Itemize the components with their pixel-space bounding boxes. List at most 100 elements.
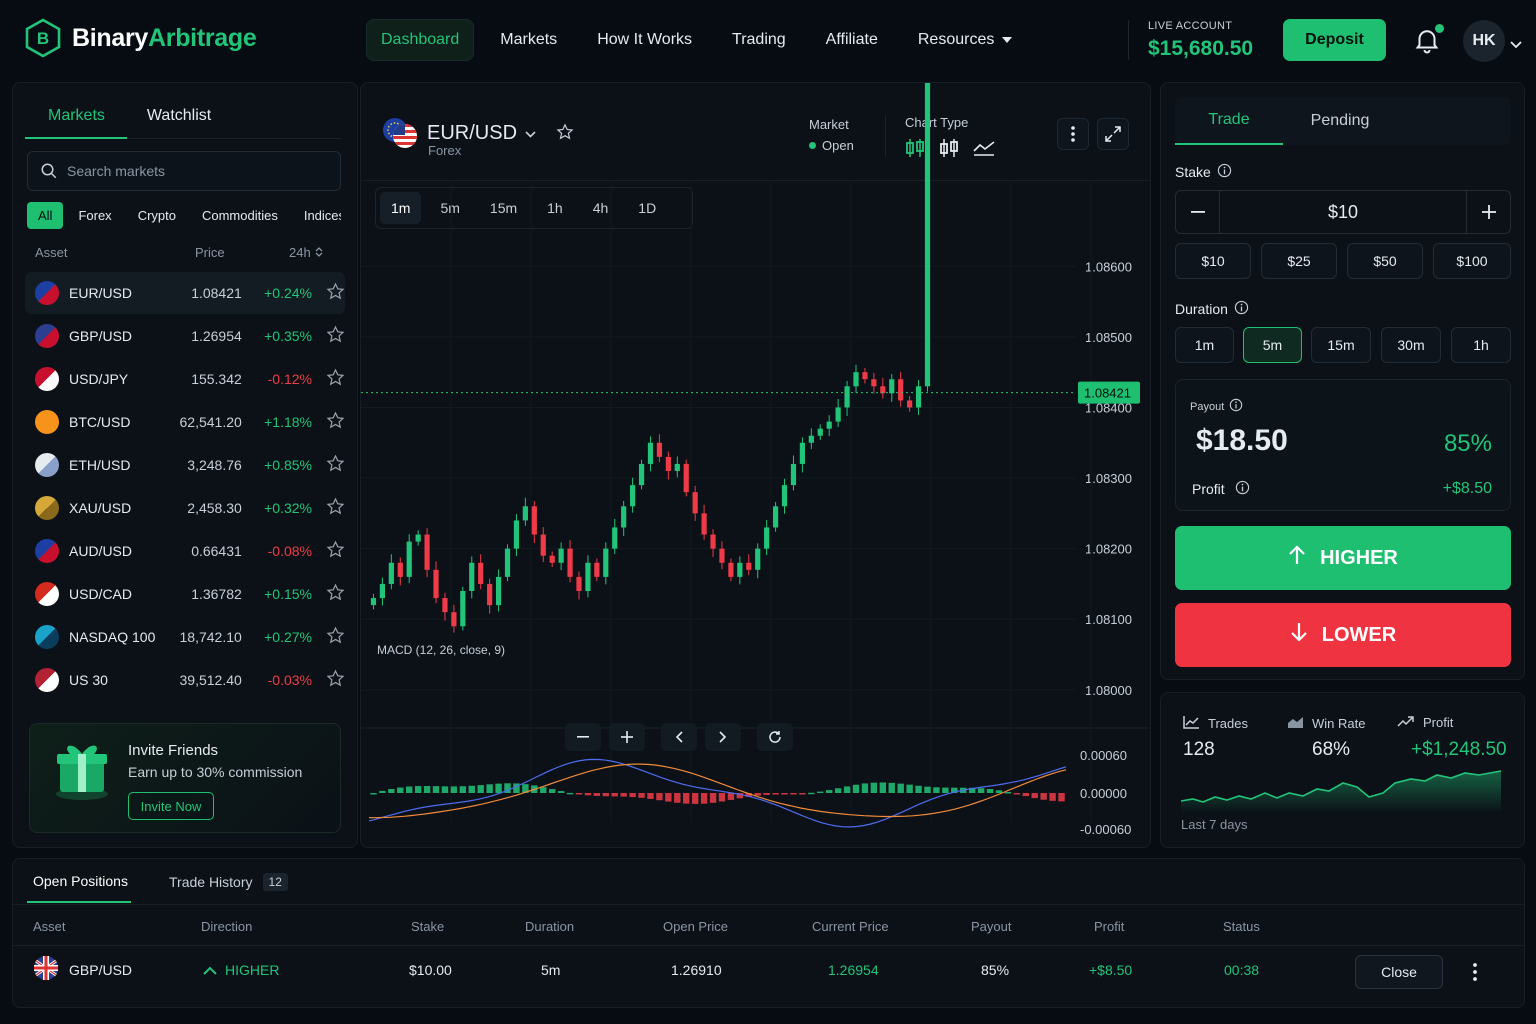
info-icon[interactable]: [1229, 398, 1243, 415]
arrow-down-icon: [1290, 622, 1308, 648]
market-row[interactable]: USD/JPY 155.342 -0.12%: [25, 358, 345, 400]
info-icon[interactable]: [1217, 163, 1232, 181]
th-direction: Direction: [201, 919, 253, 934]
stake-preset-100[interactable]: $100: [1433, 243, 1511, 279]
candle-body: [656, 442, 663, 457]
duration-15m[interactable]: 15m: [1311, 327, 1371, 363]
candle-body: [647, 442, 654, 464]
market-row[interactable]: NASDAQ 100 18,742.10 +0.27%: [25, 616, 345, 658]
market-change: +0.27%: [264, 629, 312, 645]
tab-open-positions[interactable]: Open Positions: [33, 873, 128, 889]
more-options-icon[interactable]: [1057, 118, 1089, 150]
filter-indices[interactable]: Indices: [303, 208, 341, 223]
scroll-right-icon[interactable]: [705, 723, 741, 751]
market-filters: All Forex Crypto Commodities Indices: [27, 202, 341, 229]
info-icon[interactable]: [1235, 480, 1250, 498]
star-icon[interactable]: [326, 454, 345, 476]
col-24h[interactable]: 24h: [289, 245, 323, 260]
stake-preset-10[interactable]: $10: [1175, 243, 1251, 279]
bar-chart-type-icon[interactable]: [939, 137, 959, 162]
market-row[interactable]: ETH/USD 3,248.76 +0.85%: [25, 444, 345, 486]
tab-trade-history[interactable]: Trade History 12: [169, 873, 288, 891]
tab-pending[interactable]: Pending: [1310, 112, 1370, 129]
tf-1h[interactable]: 1h: [547, 200, 563, 216]
market-row[interactable]: EUR/USD 1.08421 +0.24%: [25, 272, 345, 314]
macd-histogram-bar: [915, 785, 922, 793]
more-options-icon[interactable]: [1473, 963, 1477, 984]
duration-1h[interactable]: 1h: [1451, 327, 1511, 363]
tf-1m[interactable]: 1m: [380, 192, 422, 224]
nav-how-it-works[interactable]: How It Works: [597, 31, 693, 48]
zoom-in-icon[interactable]: [609, 723, 645, 751]
candle-body: [907, 400, 913, 408]
user-avatar[interactable]: HK: [1463, 20, 1505, 62]
stake-preset-50[interactable]: $50: [1347, 243, 1423, 279]
macd-histogram-bar: [656, 793, 663, 801]
deposit-button[interactable]: Deposit: [1283, 19, 1386, 61]
macd-histogram-bar: [1013, 793, 1021, 795]
fullscreen-icon[interactable]: [1097, 118, 1129, 150]
lower-button[interactable]: LOWER: [1175, 603, 1511, 667]
duration-30m[interactable]: 30m: [1381, 327, 1441, 363]
filter-commodities[interactable]: Commodities: [201, 208, 278, 223]
candlestick-icon[interactable]: [905, 137, 925, 162]
price-chart[interactable]: 1.08600 1.08500 1.08400 1.08300 1.08200 1.081…: [361, 83, 1150, 847]
tab-watchlist[interactable]: Watchlist: [146, 107, 212, 124]
higher-button[interactable]: HIGHER: [1175, 526, 1511, 590]
star-icon[interactable]: [326, 583, 345, 605]
market-row[interactable]: AUD/USD 0.66431 -0.08%: [25, 530, 345, 572]
star-icon[interactable]: [556, 122, 574, 144]
star-icon[interactable]: [326, 669, 345, 691]
tf-1d[interactable]: 1D: [638, 200, 657, 216]
star-icon[interactable]: [326, 626, 345, 648]
payout-amount: $18.50: [1196, 424, 1288, 457]
duration-5m[interactable]: 5m: [1243, 327, 1302, 363]
tab-markets[interactable]: Markets: [48, 107, 105, 124]
line-chart-icon[interactable]: [973, 139, 995, 160]
nav-trading[interactable]: Trading: [732, 31, 786, 48]
divider: [13, 904, 1524, 905]
star-icon[interactable]: [326, 497, 345, 519]
stake-preset-25[interactable]: $25: [1261, 243, 1337, 279]
nav-resources[interactable]: Resources: [904, 19, 1026, 61]
filter-crypto[interactable]: Crypto: [137, 208, 176, 223]
close-position-button[interactable]: Close: [1355, 955, 1443, 989]
reset-icon[interactable]: [757, 723, 793, 751]
filter-all[interactable]: All: [27, 202, 64, 229]
chevron-down-icon[interactable]: [1510, 36, 1522, 52]
market-row[interactable]: XAU/USD 2,458.30 +0.32%: [25, 487, 345, 529]
macd-histogram-bar: [665, 793, 672, 802]
macd-histogram-bar: [414, 786, 422, 793]
nav-dashboard[interactable]: Dashboard: [366, 19, 475, 61]
star-icon[interactable]: [326, 411, 345, 433]
tf-15m[interactable]: 15m: [489, 200, 518, 216]
tf-5m[interactable]: 5m: [440, 200, 460, 216]
duration-1m[interactable]: 1m: [1175, 327, 1234, 363]
market-row[interactable]: GBP/USD 1.26954 +0.35%: [25, 315, 345, 357]
increase-stake-icon[interactable]: [1466, 190, 1510, 234]
nav-markets[interactable]: Markets: [500, 31, 558, 48]
scroll-left-icon[interactable]: [661, 723, 697, 751]
stake-value[interactable]: $10: [1327, 201, 1359, 222]
search-input[interactable]: [67, 163, 317, 179]
star-icon[interactable]: [326, 325, 345, 347]
info-icon[interactable]: [1234, 300, 1249, 318]
macd-histogram-bar: [540, 787, 547, 793]
star-icon[interactable]: [326, 540, 345, 562]
macd-histogram-bar: [817, 791, 824, 794]
star-icon[interactable]: [326, 282, 345, 304]
decrease-stake-icon[interactable]: [1176, 190, 1220, 234]
zoom-out-icon[interactable]: [565, 723, 601, 751]
symbol-selector[interactable]: EUR/USD: [381, 115, 574, 151]
nav-affiliate[interactable]: Affiliate: [825, 31, 878, 48]
notification-bell-icon[interactable]: [1412, 25, 1442, 58]
market-row[interactable]: USD/CAD 1.36782 +0.15%: [25, 573, 345, 615]
tab-trade[interactable]: Trade: [1175, 97, 1283, 145]
market-row[interactable]: US 30 39,512.40 -0.03%: [25, 659, 345, 701]
filter-forex[interactable]: Forex: [78, 208, 112, 223]
star-icon[interactable]: [326, 368, 345, 390]
market-row[interactable]: BTC/USD 62,541.20 +1.18%: [25, 401, 345, 443]
brand-logo[interactable]: B BinaryArbitrage: [24, 18, 257, 58]
invite-now-button[interactable]: Invite Now: [128, 792, 214, 820]
tf-4h[interactable]: 4h: [592, 200, 609, 216]
